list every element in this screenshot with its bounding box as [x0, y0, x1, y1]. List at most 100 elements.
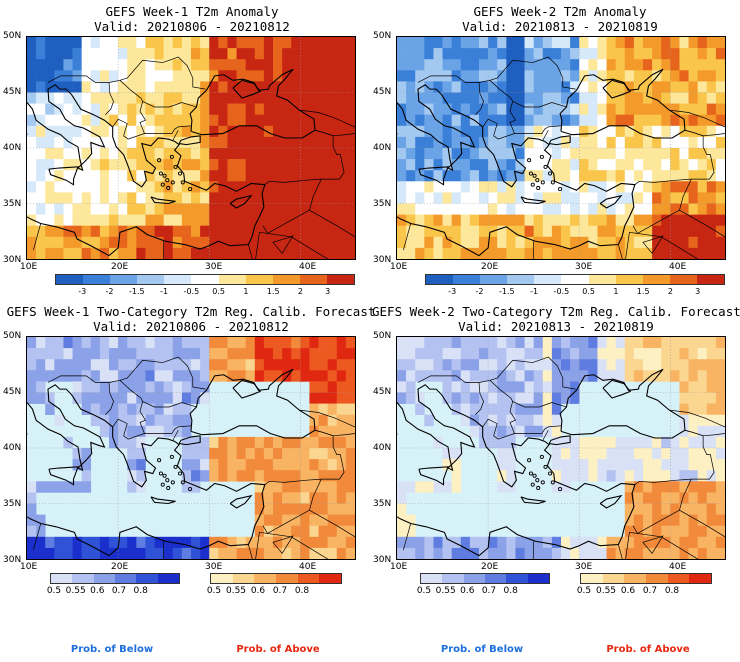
- grid-cell: [433, 136, 443, 149]
- coastline: [559, 368, 686, 439]
- colorbar-tick-label: 0.7: [642, 586, 658, 596]
- grid-cell: [415, 48, 425, 60]
- grid-cell: [697, 381, 708, 393]
- lat-label: 40N: [3, 143, 22, 153]
- grid-cell: [697, 103, 708, 115]
- grid-cell: [163, 214, 174, 226]
- grid-cell: [497, 370, 507, 382]
- grid-cell: [433, 125, 443, 138]
- grid-cell: [442, 459, 452, 471]
- grid-cell: [136, 59, 146, 71]
- grid-cell: [451, 59, 462, 71]
- grid-cell: [154, 536, 164, 549]
- grid-cell: [479, 125, 489, 138]
- grid-cell: [209, 125, 219, 138]
- grid-cell: [679, 203, 689, 215]
- grid-cell: [154, 92, 164, 104]
- grid-cell: [479, 170, 489, 182]
- grid-cell: [72, 59, 82, 71]
- grid-cell: [497, 70, 507, 82]
- grid-cell: [451, 114, 462, 127]
- grid-cell: [99, 159, 110, 171]
- grid-cell: [661, 436, 671, 449]
- grid-cell: [172, 192, 183, 204]
- grid-cell: [688, 181, 698, 193]
- grid-cell: [561, 436, 571, 449]
- grid-cell: [336, 148, 347, 160]
- grid-cell: [551, 192, 562, 204]
- grid-cell: [318, 403, 328, 415]
- grid-cell: [488, 59, 498, 71]
- grid-cell: [397, 214, 407, 226]
- grid-cell: [209, 59, 219, 71]
- prob-below-colorbar-week2: [420, 573, 550, 584]
- grid-cell: [254, 470, 265, 482]
- grid-cell: [254, 337, 265, 349]
- grid-cell: [570, 348, 580, 360]
- panel2-title: GEFS Week-2 T2m Anomaly Valid: 20210813 …: [390, 4, 730, 34]
- colorbar-tick-label: 0.5: [582, 287, 595, 296]
- grid-cell: [282, 114, 292, 127]
- grid-cell: [163, 536, 174, 549]
- grid-cell: [597, 159, 607, 171]
- island: [170, 480, 175, 485]
- lat-label: 50N: [373, 331, 392, 341]
- grid-cell: [715, 337, 725, 349]
- grid-cell: [424, 136, 434, 149]
- grid-cell: [506, 481, 516, 493]
- grid-cell: [542, 370, 553, 382]
- grid-cell: [109, 348, 119, 360]
- grid-cell: [154, 59, 164, 71]
- border-line: [142, 101, 197, 108]
- grid-cell: [533, 236, 544, 249]
- island: [178, 471, 183, 476]
- grid-cell: [282, 203, 292, 215]
- grid-cell: [191, 370, 201, 382]
- grid-cell: [254, 37, 265, 49]
- grid-cell: [54, 59, 64, 71]
- grid-cell: [542, 148, 553, 160]
- grid-cell: [81, 403, 92, 415]
- grid-cell: [524, 392, 534, 404]
- grid-cell: [551, 337, 562, 349]
- grid-cell: [488, 247, 498, 259]
- grid-cell: [54, 348, 64, 360]
- grid-cell: [336, 348, 347, 360]
- colorbar-tick-label: 0.6: [250, 586, 266, 596]
- colorbar-tick-label: 0.8: [294, 586, 310, 596]
- grid-cell: [127, 247, 137, 259]
- grid-cell: [300, 547, 310, 559]
- grid-cell: [542, 225, 553, 238]
- grid-cell: [615, 59, 626, 71]
- grid-cell: [254, 436, 265, 449]
- grid-cell: [433, 103, 443, 115]
- colorbar-tick-label: 0.7: [111, 586, 127, 596]
- grid-cell: [163, 81, 174, 93]
- grid-cell: [424, 359, 434, 371]
- grid-cell: [697, 492, 708, 504]
- grid-cell: [606, 348, 616, 360]
- grid-cell: [624, 492, 635, 504]
- coastline: [418, 166, 449, 186]
- grid-cell: [300, 536, 310, 549]
- grid-cell: [154, 148, 164, 160]
- grid-cell: [652, 514, 662, 526]
- grid-cell: [497, 181, 507, 193]
- grid-cell: [273, 225, 283, 238]
- grid-cell: [433, 547, 443, 559]
- grid-cell: [460, 192, 471, 204]
- grid-cell: [318, 536, 328, 549]
- grid-cell: [254, 225, 265, 238]
- grid-cell: [551, 470, 562, 482]
- grid-cell: [706, 459, 717, 471]
- colorbar-swatch: [297, 574, 320, 583]
- grid-cell: [309, 425, 319, 438]
- grid-cell: [336, 547, 347, 559]
- grid-cell: [561, 59, 571, 71]
- grid-cell: [442, 547, 452, 559]
- grid-cell: [81, 392, 92, 404]
- grid-cell: [433, 536, 443, 549]
- grid-cell: [451, 547, 462, 559]
- grid-cell: [181, 348, 192, 360]
- grid-cell: [200, 48, 210, 60]
